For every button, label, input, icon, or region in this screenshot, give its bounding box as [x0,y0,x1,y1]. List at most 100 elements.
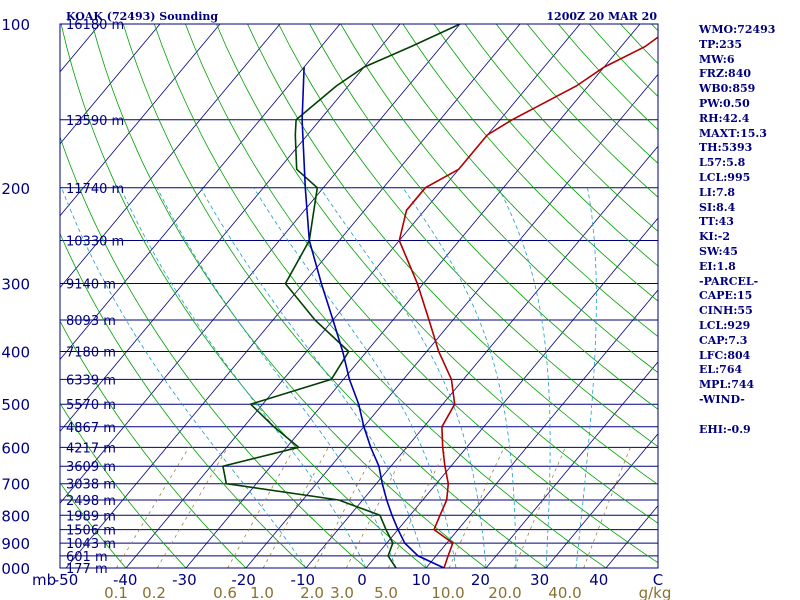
stat-line: SW:45 [699,244,738,258]
dry-adiabat-line [402,24,658,302]
mixing-ratio-label: 3.0 [330,584,354,600]
height-label: 13590 m [66,114,124,129]
mixing-ratio-line [116,447,190,568]
mixing-ratio-line [262,447,329,568]
stat-line: LI:7.8 [699,185,736,199]
dry-adiabat-line [371,24,658,338]
mixing-ratio-label: 1.0 [250,584,274,600]
mixing-ratio-label: 0.6 [213,584,237,600]
isotherm-line [245,73,658,568]
isotherm-line [545,433,658,568]
temperature-tick-label: -20 [231,571,256,589]
stat-line: WMO:72493 [699,23,776,36]
pressure-tick-label: 900 [1,535,30,553]
height-label: 7180 m [66,346,116,361]
pressure-tick-label: 100 [1,16,30,34]
height-label: 10330 m [66,234,124,249]
dry-adiabat-line [185,24,658,564]
mixing-ratio-label: 40.0 [548,584,581,600]
temperature-tick-label: 30 [530,571,549,589]
stat-line: TH:5393 [699,141,753,155]
stat-line: CAPE:15 [699,289,753,303]
dry-adiabat-line [60,135,367,568]
stat-line: FRZ:840 [699,67,752,81]
mixing-ratio-label: g/kg [639,584,672,600]
height-label: 5570 m [66,398,116,413]
stat-line: WB0:859 [699,82,756,96]
temperature-trace [398,36,658,568]
temperature-tick-label: 0 [357,571,367,589]
isotherm-line [425,289,658,568]
mixing-ratio-line [345,447,408,568]
height-label: 601 m [66,550,108,565]
moist-adiabat-line [156,187,397,568]
isotherm-line [60,24,461,504]
isotherm-line [60,24,341,361]
chart-title: KOAK (72493) Sounding [66,10,218,23]
height-label: 2498 m [66,494,116,509]
sounding-traces [221,24,658,568]
temperature-tick-label: 40 [589,571,608,589]
mixing-ratio-label: 5.0 [374,584,398,600]
isotherm-line [60,24,401,433]
moist-adiabat-line [253,187,457,568]
dry-adiabat-line [340,24,658,374]
stat-line: EL:764 [699,363,743,377]
height-label: 16180 m [66,18,124,33]
height-label: 8093 m [66,314,116,329]
pressure-tick-label: 600 [1,439,30,457]
valid-time: 1200Z 20 MAR 20 [546,10,657,23]
dry-adiabat-line [433,24,658,267]
mixing-ratio-label: 0.2 [142,584,166,600]
stats-panel: WMO:72493 TP:235 MW:6 FRZ:840 WB0:859 PW:0.50… [699,23,800,437]
pressure-tick-label: 300 [1,276,30,294]
isotherm-line [185,24,641,568]
moist-adiabat-line [402,187,517,568]
stat-line: MPL:744 [699,378,755,392]
height-label: 9140 m [66,278,116,293]
stat-line: MAXT:15.3 [699,126,767,140]
isotherm-line [65,24,521,568]
height-label: 4867 m [66,421,116,436]
moist-adiabat-line [575,187,597,568]
dry-adiabat-line [309,24,658,410]
height-label: 3038 m [66,478,116,493]
temperature-tick-label: -50 [54,571,79,589]
stat-line: -WIND- [699,392,745,406]
mixing-ratio-line [387,447,448,568]
mixing-ratio-line [583,447,631,568]
isotherm-line [305,145,658,568]
mixing-ratio-line [513,447,566,568]
pressure-tick-label: 500 [1,396,30,414]
moist-adiabat-line [498,187,551,568]
temperature-tick-label: -10 [291,571,316,589]
stat-line: TP:235 [699,37,743,51]
stat-line: EHI:-0.9 [699,422,751,436]
height-label: 11740 m [66,182,124,197]
stat-line: CINH:55 [699,304,753,318]
moist-adiabat-line [120,187,367,568]
temperature-tick-label: 10 [412,571,431,589]
stat-line: LFC:804 [699,348,751,362]
stat-line: LCL:995 [699,170,751,184]
dry-adiabat-line [153,24,607,568]
height-label: 1043 m [66,537,116,552]
isotherm-line [125,24,581,568]
stat-line: MW:6 [699,52,735,66]
stat-line [699,408,800,423]
temperature-tick-label: -30 [172,571,197,589]
dry-adiabat-line [60,320,247,568]
isotherm-line [60,24,161,145]
height-label: 3609 m [66,460,116,475]
plot-frame [59,23,659,569]
stat-line: LCL:929 [699,318,751,332]
isotherm-line [485,361,658,568]
stat-line: RH:42.4 [699,111,750,125]
parcel-trace [301,67,445,568]
dewpoint-trace [221,24,461,568]
stat-line: PW:0.50 [699,96,750,110]
dry-adiabat-line [278,24,658,448]
mixing-ratio-line [156,447,229,568]
mixing-ratio-line [314,447,378,568]
